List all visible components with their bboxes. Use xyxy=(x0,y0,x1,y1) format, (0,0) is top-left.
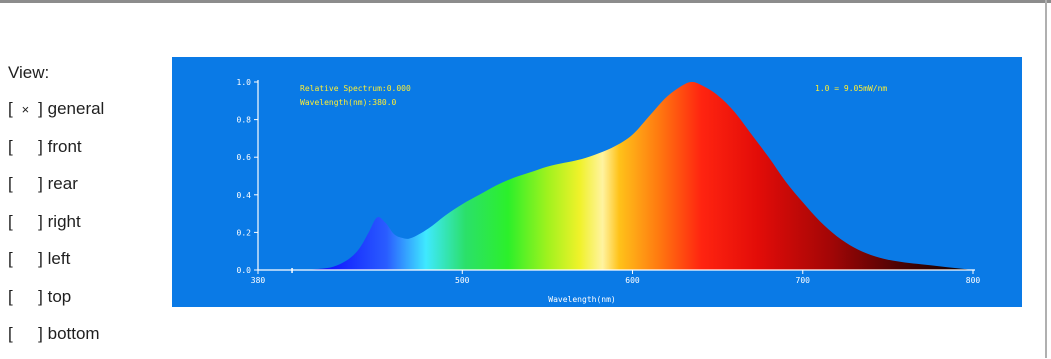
view-option-rear[interactable]: [ ] rear xyxy=(8,171,158,209)
view-option-general[interactable]: [ × ] general xyxy=(8,96,158,134)
checkbox-close-bracket: ] xyxy=(33,324,48,343)
checkbox-close-bracket: ] xyxy=(33,286,48,306)
view-option-label: general xyxy=(47,99,105,118)
view-option-bottom[interactable]: [ ] bottom xyxy=(8,321,158,359)
checkbox-open-bracket: [ xyxy=(8,174,18,193)
checkbox-open-bracket: [ xyxy=(8,99,18,118)
x-tick-label: 700 xyxy=(796,276,811,285)
view-options-list: [ × ] general[ ] front[ ] rear[ ] right[… xyxy=(8,96,158,359)
view-option-label: top xyxy=(47,286,72,306)
checkbox-open-bracket: [ xyxy=(8,136,18,156)
view-option-right[interactable]: [ ] right xyxy=(8,209,158,247)
view-option-label: front xyxy=(47,136,82,156)
checkbox-open-bracket: [ xyxy=(8,286,18,306)
x-tick-label: 500 xyxy=(455,276,470,285)
checkbox-close-bracket: ] xyxy=(33,174,48,193)
view-title: View: xyxy=(8,63,50,82)
right-divider xyxy=(1045,0,1047,358)
y-tick-label: 0.8 xyxy=(237,116,252,125)
view-option-label: bottom xyxy=(47,324,100,343)
y-tick-label: 0.6 xyxy=(237,153,252,162)
view-option-label: right xyxy=(47,211,81,231)
top-divider xyxy=(0,0,1051,3)
spectrum-chart: Relative Spectrum:0.000 Wavelength(nm):3… xyxy=(237,78,981,304)
checkbox-open-bracket: [ xyxy=(8,249,18,268)
checkbox-close-bracket: ] xyxy=(33,211,48,231)
y-axis: 0.0 0.2 0.4 0.6 0.8 1.0 xyxy=(237,78,259,275)
y-tick-label: 1.0 xyxy=(237,78,252,87)
view-option-label: rear xyxy=(47,174,78,193)
relative-spectrum-readout: Relative Spectrum:0.000 xyxy=(300,84,411,93)
checkbox-close-bracket: ] xyxy=(33,136,48,156)
view-option-top[interactable]: [ ] top xyxy=(8,284,158,322)
x-axis: 380 500 600 700 800 xyxy=(251,268,981,285)
x-tick-label: 380 xyxy=(251,276,266,285)
view-option-label: left xyxy=(47,249,71,268)
view-option-front[interactable]: [ ] front xyxy=(8,134,158,172)
x-tick-label: 600 xyxy=(625,276,640,285)
view-option-left[interactable]: [ ] left xyxy=(8,246,158,284)
x-axis-label: Wavelength(nm) xyxy=(548,295,615,304)
checkbox-open-bracket: [ xyxy=(8,324,18,343)
scale-readout: 1.0 = 9.05mW/nm xyxy=(815,84,887,93)
x-tick-label: 800 xyxy=(966,276,981,285)
wavelength-readout: Wavelength(nm):380.0 xyxy=(300,98,397,107)
spectrum-curve xyxy=(292,82,973,270)
y-tick-label: 0.0 xyxy=(237,266,252,275)
spectrum-chart-panel: Relative Spectrum:0.000 Wavelength(nm):3… xyxy=(172,57,1022,307)
checkbox-checked-icon[interactable]: × xyxy=(21,102,30,117)
checkbox-close-bracket: ] xyxy=(33,249,48,268)
y-tick-label: 0.4 xyxy=(237,191,252,200)
checkbox-close-bracket: ] xyxy=(33,99,48,118)
y-tick-label: 0.2 xyxy=(237,228,252,237)
view-selector: View: [ × ] general[ ] front[ ] rear[ ] … xyxy=(8,60,158,359)
checkbox-open-bracket: [ xyxy=(8,211,18,231)
